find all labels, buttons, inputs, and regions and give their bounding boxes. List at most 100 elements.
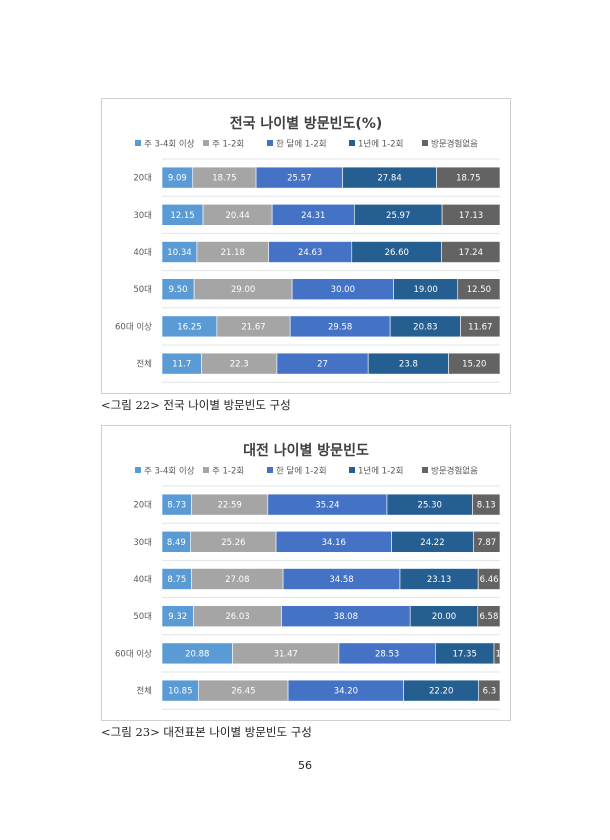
- data-label-3-4: 6.58: [479, 612, 498, 622]
- legend-label-0: 주 3-4회 이상: [144, 466, 195, 477]
- chart-national: 전국 나이별 방문빈도(%) 주 3-4회 이상 주 1-2회 한 달에 1-2회 1년…: [101, 98, 511, 394]
- data-label-5-4: 6.3: [483, 687, 497, 697]
- bar-3-4: [477, 605, 501, 627]
- data-label-4-0: 16.25: [177, 322, 201, 332]
- data-label-2-2: 34.58: [329, 575, 353, 585]
- data-label-3-0: 9.50: [169, 285, 188, 295]
- data-label-3-1: 26.03: [225, 612, 249, 622]
- legend-swatch-3: [349, 140, 355, 146]
- category-label-1: 30대: [133, 211, 152, 221]
- data-label-2-1: 21.18: [221, 248, 245, 258]
- legend-label-4: 방문경험없음: [431, 139, 478, 150]
- data-label-0-0: 8.73: [167, 501, 186, 511]
- data-label-3-2: 38.08: [334, 612, 358, 622]
- legend-label-1: 주 1-2회: [212, 467, 244, 477]
- legend-label-4: 방문경험없음: [431, 466, 478, 477]
- data-label-5-1: 26.45: [231, 687, 255, 697]
- legend-swatch-2: [267, 467, 273, 473]
- data-label-4-4: 11.67: [468, 322, 492, 332]
- data-label-2-4: 17.24: [459, 248, 483, 258]
- page-number: 56: [298, 759, 312, 772]
- bar-5-4: [478, 679, 501, 702]
- chart-national-svg: 전국 나이별 방문빈도(%) 주 3-4회 이상 주 1-2회 한 달에 1-2회 1년…: [115, 115, 501, 383]
- data-label-0-1: 18.75: [212, 174, 236, 184]
- data-label-5-3: 22.20: [429, 687, 453, 697]
- bar-4-4: [460, 315, 501, 338]
- legend-label-3: 1년에 1-2회: [358, 466, 403, 477]
- chart-title: 전국 나이별 방문빈도(%): [230, 115, 383, 132]
- category-label-5: 전체: [136, 686, 152, 697]
- caption-figure-22: <그림 22> 전국 나이별 방문빈도 구성: [101, 398, 291, 412]
- data-label-2-1: 27.08: [225, 575, 249, 585]
- legend-swatch-3: [349, 467, 355, 473]
- data-label-4-3: 17.35: [453, 649, 477, 659]
- data-label-5-4: 15.20: [462, 360, 486, 370]
- data-label-4-1: 21.67: [241, 322, 265, 332]
- data-label-4-0: 20.88: [185, 649, 209, 659]
- caption-figure-23: <그림 23> 대전표본 나이별 방문빈도 구성: [101, 725, 312, 739]
- category-label-1: 30대: [133, 538, 152, 548]
- data-label-0-3: 25.30: [418, 501, 442, 511]
- bar-5-4: [448, 352, 501, 375]
- bar-1-4: [441, 204, 501, 226]
- bar-3-4: [457, 278, 501, 300]
- data-label-0-0: 9.09: [168, 174, 187, 184]
- legend-swatch-1: [203, 140, 209, 146]
- data-label-5-3: 23.8: [399, 360, 418, 370]
- data-label-0-4: 8.13: [477, 501, 496, 511]
- category-label-4: 60대 이상: [115, 321, 152, 332]
- data-label-2-3: 26.60: [385, 248, 409, 258]
- data-label-1-0: 8.49: [167, 538, 186, 548]
- data-label-3-4: 12.50: [467, 285, 491, 295]
- legend-label-1: 주 1-2회: [212, 140, 244, 150]
- bar-2-4: [477, 568, 501, 590]
- legend-label-2: 한 달에 1-2회: [276, 139, 327, 150]
- data-label-0-2: 35.24: [315, 501, 339, 511]
- bar-4-4: [493, 642, 501, 665]
- legend-swatch-4: [422, 467, 428, 473]
- data-label-2-0: 8.75: [167, 575, 186, 585]
- data-label-5-0: 11.7: [172, 360, 191, 370]
- data-label-2-2: 24.63: [298, 248, 322, 258]
- legend-swatch-4: [422, 140, 428, 146]
- legend-swatch-0: [135, 140, 141, 146]
- data-label-5-0: 10.85: [168, 687, 192, 697]
- data-label-0-3: 27.84: [377, 174, 401, 184]
- data-label-0-1: 22.59: [218, 501, 242, 511]
- data-label-5-2: 34.20: [334, 687, 358, 697]
- legend-swatch-1: [203, 467, 209, 473]
- data-label-3-3: 19.00: [413, 285, 437, 295]
- legend-label-2: 한 달에 1-2회: [276, 466, 327, 477]
- data-label-0-4: 18.75: [456, 174, 480, 184]
- data-label-1-2: 34.16: [322, 538, 346, 548]
- legend-label-0: 주 3-4회 이상: [144, 139, 195, 150]
- category-label-5: 전체: [136, 359, 152, 370]
- legend-swatch-0: [135, 467, 141, 473]
- data-label-2-0: 10.34: [167, 248, 191, 258]
- data-label-5-2: 27: [317, 360, 328, 370]
- bar-0-4: [472, 493, 501, 516]
- chart-title: 대전 나이별 방문빈도: [243, 442, 369, 459]
- data-label-1-1: 25.26: [221, 538, 245, 548]
- bar-0-4: [436, 166, 501, 189]
- data-label-1-2: 24.31: [301, 211, 325, 221]
- data-label-4-3: 20.83: [413, 322, 437, 332]
- data-label-4-2: 29.58: [328, 322, 352, 332]
- category-label-2: 40대: [133, 248, 152, 258]
- data-label-3-3: 20.00: [432, 612, 456, 622]
- category-label-3: 50대: [133, 285, 152, 295]
- data-label-4-4: 1.7: [496, 649, 510, 659]
- data-label-3-1: 29.00: [231, 285, 255, 295]
- data-label-1-3: 25.97: [386, 211, 410, 221]
- bar-2-4: [441, 241, 501, 263]
- bar-1-4: [473, 531, 501, 553]
- category-label-2: 40대: [133, 575, 152, 585]
- data-label-3-0: 9.32: [168, 612, 187, 622]
- category-label-4: 60대 이상: [115, 648, 152, 659]
- data-label-1-0: 12.15: [170, 211, 194, 221]
- chart-legend: 주 3-4회 이상 주 1-2회 한 달에 1-2회 1년에 1-2회 방문경험없음: [135, 466, 478, 477]
- data-label-4-1: 31.47: [274, 649, 298, 659]
- data-label-5-1: 22.3: [230, 360, 249, 370]
- legend-swatch-2: [267, 140, 273, 146]
